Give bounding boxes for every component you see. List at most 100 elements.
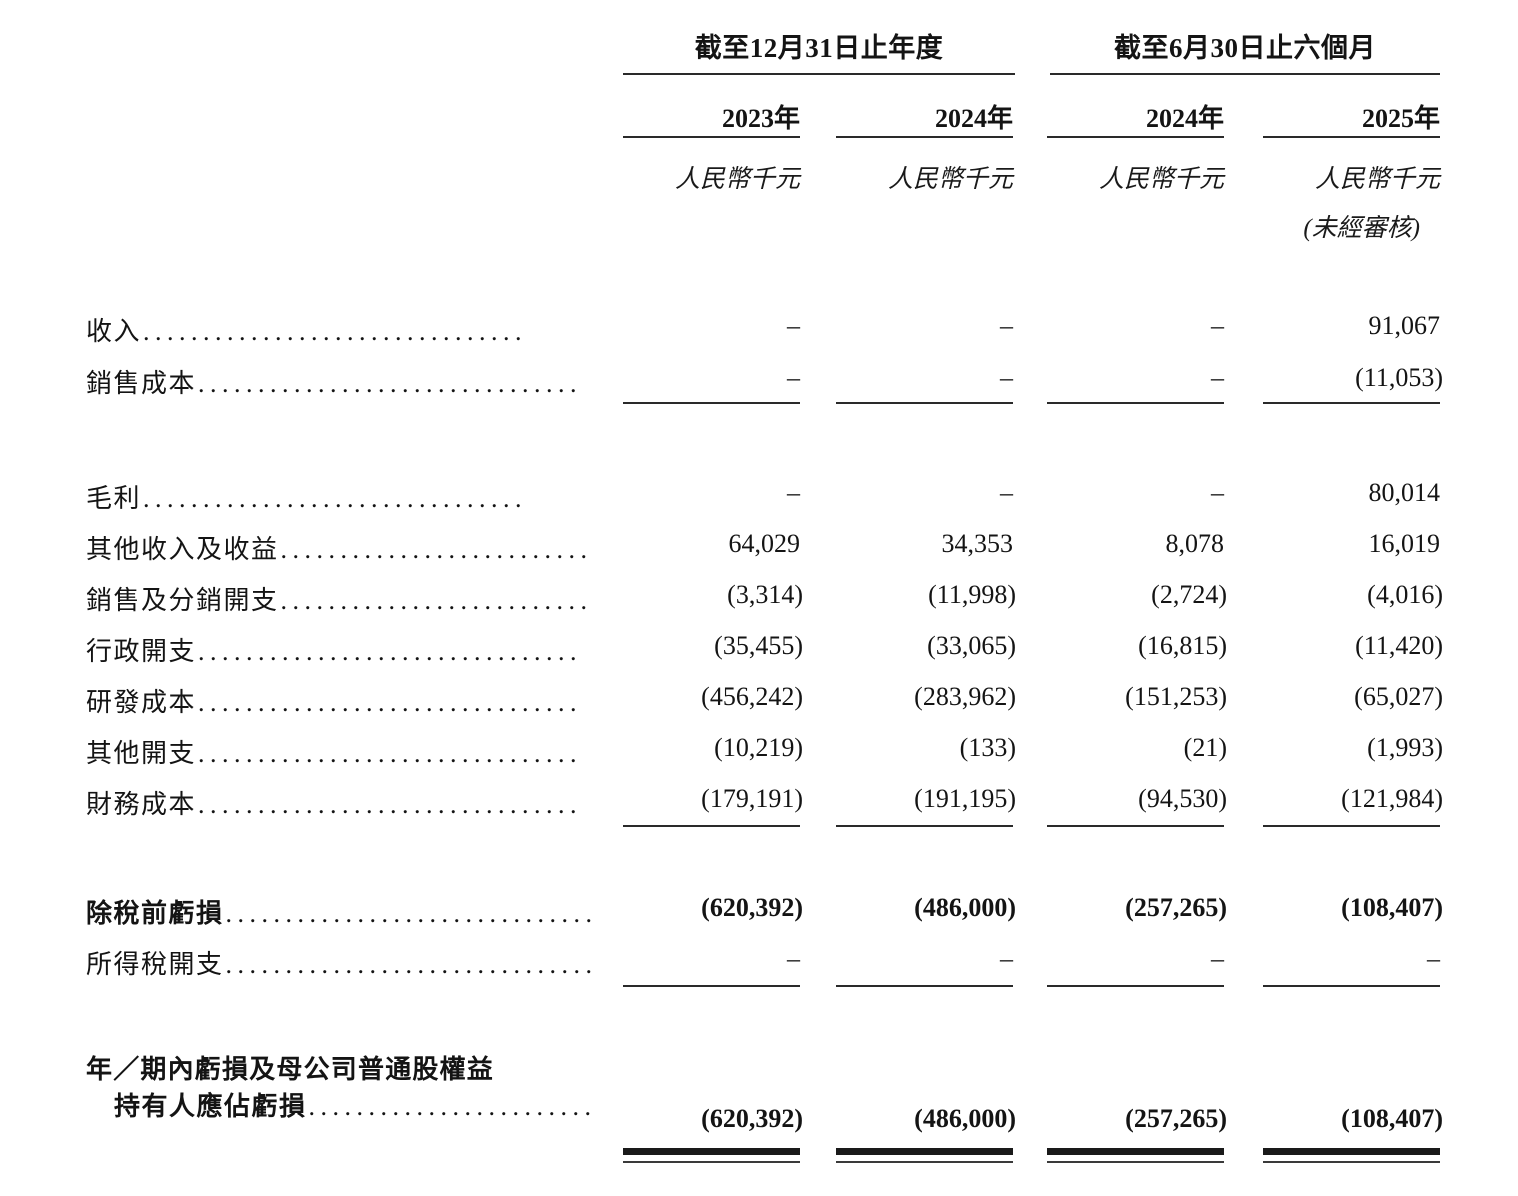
row-label-text: 銷售及分銷開支 [86,586,279,615]
subtotal-rule-gross-profit-c3 [1263,402,1440,404]
leader-dots: ................................ [198,739,583,768]
header-year-1: 2024年 [934,104,1013,133]
row-label-text: 收入 [86,317,142,346]
cell-loss-attributable-c2: (257,265) [1125,1104,1227,1133]
row-label-text-line1: 年／期內虧損及母公司普通股權益 [86,1055,495,1084]
cell-selling-distribution-c0: (3,314) [727,580,803,609]
subtotal-rule-gross-profit-c1 [836,402,1013,404]
cell-loss-attributable-c0: (620,392) [701,1104,803,1133]
leader-dots: ................................ [225,899,591,928]
subtotal-rule-final-c2 [1047,985,1224,987]
header-group-rule-1 [1050,73,1440,75]
cell-loss-attributable-c1: (486,000) [914,1104,1016,1133]
cell-loss-before-tax-c0: (620,392) [701,893,803,922]
leader-dots: ................................ [308,1091,591,1121]
cell-income-tax-expense-c0: – [787,944,800,973]
cell-loss-attributable-c3: (108,407) [1341,1104,1443,1133]
cell-administrative-c2: (16,815) [1138,631,1227,660]
row-label-text: 其他開支 [86,739,197,768]
row-label-text: 除稅前虧損 [86,899,224,928]
cell-cost-of-sales-c2: – [1211,363,1224,392]
header-year-rule-3 [1263,136,1440,138]
row-label-text: 研發成本 [86,688,197,717]
cell-other-income-c1: 34,353 [941,529,1014,558]
leader-dots: ................................ [198,790,583,819]
row-label-other-expenses: 其他開支 ................................ [86,733,591,770]
row-label-text-line2: 持有人應佔虧損 [114,1091,307,1121]
cell-loss-before-tax-c3: (108,407) [1341,893,1443,922]
header-unit-0: 人民幣千元 [674,166,800,193]
leader-dots: ................................ [198,369,583,398]
row-label-text: 所得稅開支 [86,950,224,979]
cell-revenue-c2: – [1211,311,1224,340]
cell-other-income-c2: 8,078 [1165,529,1225,558]
row-label-loss-before-tax: 除稅前虧損 ................................ [86,893,591,930]
row-label-text: 財務成本 [86,790,197,819]
header-year-3: 2025年 [1361,104,1440,133]
subtotal-rule-final-c1 [836,985,1013,987]
header-unaudited-note-3: (未經審核) [1303,215,1420,242]
leader-dots: ................................ [280,586,591,615]
header-year-2: 2024年 [1145,104,1224,133]
cell-cost-of-sales-c0: – [787,363,800,392]
cell-loss-before-tax-c1: (486,000) [914,893,1016,922]
row-label-selling-distribution: 銷售及分銷開支 ................................ [86,580,591,617]
cell-income-tax-expense-c1: – [1000,944,1013,973]
leader-dots: ................................ [198,637,583,666]
subtotal-rule-gross-profit-c2 [1047,402,1224,404]
cell-finance-costs-c3: (121,984) [1341,784,1443,813]
total-rule-thick-c2 [1047,1148,1224,1155]
header-year-rule-1 [836,136,1013,138]
header-group-rule-0 [623,73,1015,75]
header-group-label-0: 截至12月31日止年度 [694,33,944,63]
subtotal-rule-loss-before-tax-c2 [1047,825,1224,827]
leader-dots: ................................ [143,317,528,346]
header-unit-3: 人民幣千元 [1314,166,1440,193]
row-label-text: 行政開支 [86,637,197,666]
cell-other-expenses-c0: (10,219) [714,733,803,762]
header-unit-2: 人民幣千元 [1098,166,1224,193]
cell-revenue-c0: – [787,311,800,340]
cell-finance-costs-c1: (191,195) [914,784,1016,813]
subtotal-rule-gross-profit-c0 [623,402,800,404]
cell-cost-of-sales-c3: (11,053) [1355,363,1443,392]
subtotal-rule-final-c3 [1263,985,1440,987]
subtotal-rule-loss-before-tax-c1 [836,825,1013,827]
cell-other-expenses-c1: (133) [959,733,1016,762]
cell-finance-costs-c2: (94,530) [1138,784,1227,813]
total-rule-thin-c3 [1263,1161,1440,1163]
cell-selling-distribution-c2: (2,724) [1151,580,1227,609]
cell-other-income-c3: 16,019 [1368,529,1441,558]
subtotal-rule-final-c0 [623,985,800,987]
row-label-other-income: 其他收入及收益 ................................ [86,529,591,566]
total-rule-thick-c1 [836,1148,1013,1155]
cell-rnd-costs-c3: (65,027) [1354,682,1443,711]
header-unit-1: 人民幣千元 [887,166,1013,193]
cell-revenue-c1: – [1000,311,1013,340]
row-label-revenue: 收入 ................................ [86,311,591,348]
leader-dots: ................................ [225,950,591,979]
cell-other-expenses-c3: (1,993) [1367,733,1443,762]
row-label-rnd-costs: 研發成本 ................................ [86,682,591,719]
cell-other-income-c0: 64,029 [728,529,801,558]
cell-cost-of-sales-c1: – [1000,363,1013,392]
header-year-0: 2023年 [721,104,800,133]
total-rule-thick-c0 [623,1148,800,1155]
row-label-text: 其他收入及收益 [86,535,279,564]
cell-gross-profit-c1: – [1000,478,1013,507]
cell-selling-distribution-c3: (4,016) [1367,580,1443,609]
cell-selling-distribution-c1: (11,998) [928,580,1016,609]
cell-rnd-costs-c2: (151,253) [1125,682,1227,711]
leader-dots: ................................ [198,688,583,717]
cell-income-tax-expense-c2: – [1211,944,1224,973]
row-label-text: 毛利 [86,484,142,513]
cell-other-expenses-c2: (21) [1183,733,1227,762]
row-label-gross-profit: 毛利 ................................ [86,478,591,515]
cell-finance-costs-c0: (179,191) [701,784,803,813]
total-rule-thick-c3 [1263,1148,1440,1155]
cell-gross-profit-c2: – [1211,478,1224,507]
row-label-administrative: 行政開支 ................................ [86,631,591,668]
subtotal-rule-loss-before-tax-c0 [623,825,800,827]
cell-loss-before-tax-c2: (257,265) [1125,893,1227,922]
row-label-finance-costs: 財務成本 ................................ [86,784,591,821]
